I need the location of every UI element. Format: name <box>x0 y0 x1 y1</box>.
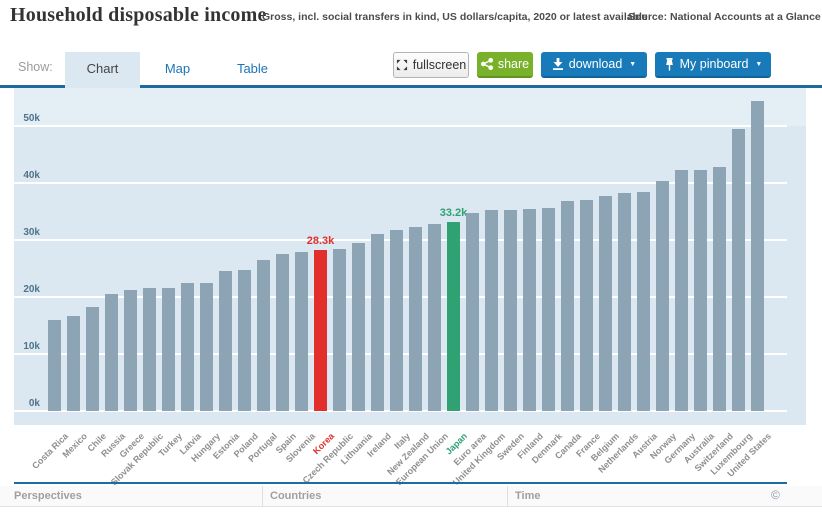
bar-new-zealand[interactable] <box>409 226 422 411</box>
tab-chart[interactable]: Chart <box>65 52 140 88</box>
bar-sweden[interactable] <box>504 209 517 411</box>
download-label: download <box>568 57 623 71</box>
show-label: Show: <box>18 60 53 74</box>
bar-turkey[interactable] <box>162 287 175 411</box>
bar-canada[interactable] <box>561 201 574 411</box>
pin-icon <box>664 57 680 71</box>
bar-chile[interactable] <box>86 306 99 411</box>
copyright-icon: © <box>771 488 780 502</box>
gridline <box>14 182 787 184</box>
bar-ireland[interactable] <box>371 233 384 411</box>
source-note: Source: National Accounts at a Glance <box>628 11 821 23</box>
chart-panel: 0k 10k 20k 30k 40k 50k 28.3k 33.2k <box>14 88 806 425</box>
bar-european-union[interactable] <box>428 224 441 411</box>
toolbar: Show: Chart Map Table fullscreen sha <box>0 45 822 88</box>
footer-separator <box>262 486 263 506</box>
y-tick-label: 30k <box>23 227 40 238</box>
bar-austria[interactable] <box>637 192 650 411</box>
bar-russia[interactable] <box>105 294 118 411</box>
bar-estonia[interactable] <box>219 270 232 411</box>
footer-separator <box>507 486 508 506</box>
bar-euro-area[interactable] <box>466 212 479 411</box>
my-pinboard-button[interactable]: My pinboard ▼ <box>655 52 771 78</box>
gridline <box>14 125 787 127</box>
bar-hungary[interactable] <box>200 282 213 411</box>
bar-lithuania[interactable] <box>352 243 365 411</box>
caret-down-icon: ▼ <box>755 60 763 68</box>
bar-france[interactable] <box>580 199 593 411</box>
y-tick-label: 20k <box>23 284 40 295</box>
bar-italy[interactable] <box>390 230 403 411</box>
chart-subtitle: Gross, incl. social transfers in kind, U… <box>262 11 648 23</box>
footer-section-countries[interactable]: Countries <box>270 490 322 502</box>
bar-mexico[interactable] <box>67 315 80 411</box>
chart-footer-divider <box>14 482 787 484</box>
tab-table[interactable]: Table <box>236 61 269 76</box>
bar-luxembourg[interactable] <box>732 128 745 411</box>
footer-bar: Perspectives Countries Time © <box>0 486 822 507</box>
bar-portugal[interactable] <box>257 259 270 411</box>
bar-denmark[interactable] <box>542 207 555 411</box>
download-icon <box>552 58 569 70</box>
fullscreen-label: fullscreen <box>412 58 467 72</box>
bar-spain[interactable] <box>276 254 289 411</box>
bar-costa-rica[interactable] <box>48 320 61 411</box>
bar-australia[interactable] <box>694 169 707 411</box>
bar-slovak-republic[interactable] <box>143 288 156 411</box>
tabbar-underline <box>0 85 822 88</box>
caret-down-icon: ▼ <box>629 60 637 68</box>
data-label-japan: 33.2k <box>439 206 468 219</box>
share-button[interactable]: share <box>477 52 533 78</box>
footer-section-perspectives[interactable]: Perspectives <box>14 490 82 502</box>
data-label-korea: 28.3k <box>306 234 335 247</box>
share-icon <box>480 58 498 70</box>
bar-slovenia[interactable] <box>295 251 308 411</box>
bar-poland[interactable] <box>238 270 251 411</box>
download-button[interactable]: download ▼ <box>541 52 647 78</box>
fullscreen-button[interactable]: fullscreen <box>393 52 469 78</box>
bar-netherlands[interactable] <box>618 192 631 411</box>
plot-top-band <box>14 88 806 126</box>
tab-map[interactable]: Map <box>164 61 191 76</box>
bar-greece[interactable] <box>124 290 137 411</box>
plot-area: 0k 10k 20k 30k 40k 50k 28.3k 33.2k <box>14 88 806 412</box>
page-title: Household disposable income <box>10 4 267 26</box>
y-tick-label: 10k <box>23 341 40 352</box>
share-label: share <box>497 57 530 71</box>
y-tick-label: 50k <box>23 113 40 124</box>
y-tick-label: 40k <box>23 170 40 181</box>
gridline <box>14 410 787 412</box>
y-tick-label: 0k <box>28 398 40 409</box>
bar-finland[interactable] <box>523 208 536 411</box>
bar-united-kingdom[interactable] <box>485 210 498 411</box>
bar-latvia[interactable] <box>181 283 194 411</box>
footer-section-time[interactable]: Time <box>515 490 541 502</box>
bar-united-states[interactable] <box>751 100 764 411</box>
bar-switzerland[interactable] <box>713 167 726 411</box>
bar-japan[interactable] <box>447 221 460 411</box>
bar-germany[interactable] <box>675 170 688 411</box>
bar-belgium[interactable] <box>599 196 612 411</box>
bar-czech-republic[interactable] <box>333 249 346 411</box>
bar-norway[interactable] <box>656 180 669 411</box>
fullscreen-icon <box>396 59 413 71</box>
bar-korea[interactable] <box>314 249 327 411</box>
pinboard-label: My pinboard <box>679 57 749 71</box>
